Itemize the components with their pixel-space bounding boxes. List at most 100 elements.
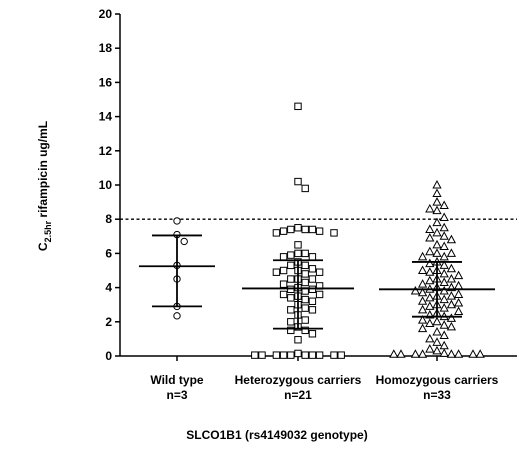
point-triangle (432, 197, 442, 206)
point-triangle (417, 315, 428, 324)
point-square (301, 295, 309, 304)
point-square (301, 326, 309, 335)
point-triangle (439, 241, 449, 251)
point-square (315, 290, 324, 299)
point-triangle (475, 349, 485, 358)
point-triangle (432, 345, 442, 355)
y-tick-label: 12 (99, 144, 113, 158)
point-triangle (453, 270, 464, 280)
point-triangle (446, 263, 457, 273)
point-square (330, 229, 338, 237)
point-square (287, 306, 295, 314)
point-square (308, 253, 317, 261)
point-triangle (417, 323, 428, 333)
point-triangle (453, 289, 464, 298)
point-square (287, 261, 295, 270)
point-triangle (432, 227, 442, 237)
point-triangle (439, 285, 449, 295)
point-square (315, 227, 324, 235)
point-triangle (425, 344, 435, 353)
point-triangle (439, 348, 449, 357)
category-label: Heterozygous carriers (235, 373, 362, 387)
point-square (301, 249, 309, 258)
point-triangle (425, 258, 435, 268)
point-circle (173, 312, 181, 320)
point-triangle (453, 297, 464, 307)
point-triangle (389, 349, 399, 358)
point-triangle (432, 316, 442, 326)
point-square (315, 268, 324, 276)
y-tick-label: 2 (105, 315, 112, 329)
point-triangle (425, 232, 435, 242)
point-square (294, 249, 302, 258)
y-axis-title-main: C (36, 242, 50, 251)
category-n-label: n=3 (166, 388, 187, 402)
point-triangle (432, 239, 442, 249)
point-triangle (439, 268, 449, 278)
point-triangle (432, 327, 442, 336)
point-triangle (396, 349, 406, 358)
point-square (279, 280, 288, 288)
point-square (287, 318, 295, 326)
point-triangle (453, 349, 464, 358)
point-triangle (417, 304, 428, 314)
point-square (294, 102, 302, 111)
y-tick-label: 0 (105, 349, 112, 363)
point-square (294, 224, 302, 232)
y-axis-title-text: C2.5hr rifampicin ug/mL (36, 121, 53, 251)
point-triangle (425, 333, 435, 343)
point-triangle (439, 260, 449, 269)
point-triangle (446, 299, 457, 309)
point-square (251, 351, 259, 359)
point-triangle (439, 212, 449, 221)
point-square (301, 351, 309, 359)
point-square (308, 306, 317, 314)
point-triangle (417, 287, 428, 297)
y-axis: 0 2 4 6 8 10 12 14 16 18 20 (99, 7, 121, 363)
point-circle (180, 237, 188, 246)
point-square (308, 225, 317, 234)
point-square (330, 351, 338, 359)
point-square (301, 225, 309, 234)
y-tick-label: 14 (99, 110, 113, 124)
point-square (315, 351, 324, 359)
point-triangle (425, 292, 435, 302)
point-square (287, 251, 295, 259)
point-triangle (439, 277, 449, 286)
point-square (308, 265, 317, 273)
y-axis-title-rest: rifampicin ug/mL (36, 121, 50, 221)
point-triangle (425, 246, 435, 256)
point-square (301, 261, 309, 270)
y-tick-label: 8 (105, 212, 112, 226)
point-square (308, 330, 317, 338)
point-triangle (425, 318, 435, 328)
point-triangle (417, 296, 428, 305)
y-tick-label: 16 (99, 75, 113, 89)
y-tick-label: 18 (99, 41, 113, 55)
point-triangle (432, 205, 442, 215)
y-tick-label: 4 (105, 281, 112, 295)
point-square (301, 270, 309, 278)
point-square (279, 253, 288, 261)
point-square (294, 241, 302, 249)
point-square (279, 351, 288, 359)
point-triangle (439, 330, 449, 339)
point-square (301, 278, 309, 287)
y-tick-label: 6 (105, 246, 112, 260)
point-triangle (425, 224, 435, 233)
point-triangle (446, 248, 457, 257)
point-square (301, 184, 309, 193)
point-triangle (432, 217, 442, 227)
point-square (294, 177, 302, 186)
point-triangle (425, 203, 435, 213)
x-axis-title: SLCO1B1 (rs4149032 genotype) (186, 428, 367, 442)
point-triangle (425, 301, 435, 310)
point-square (287, 326, 295, 335)
point-triangle (446, 274, 457, 283)
point-triangle (425, 275, 435, 285)
y-axis-title: C2.5hr rifampicin ug/mL (36, 121, 53, 251)
point-triangle (417, 251, 428, 261)
data-points (173, 102, 485, 359)
point-triangle (446, 349, 457, 358)
